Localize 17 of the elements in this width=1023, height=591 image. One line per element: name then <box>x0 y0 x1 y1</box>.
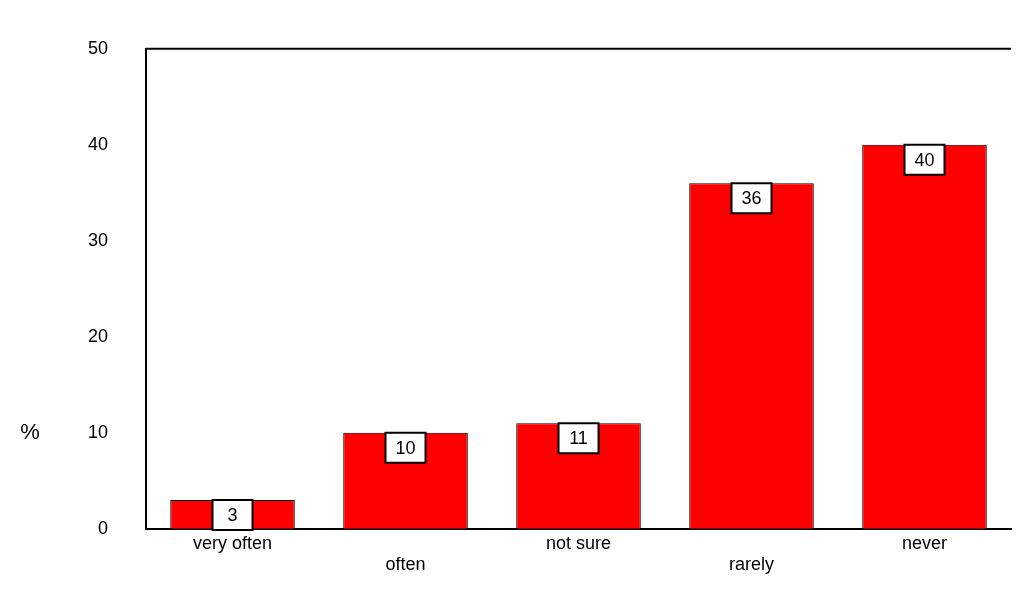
data-label: 3 <box>227 504 238 525</box>
data-label: 11 <box>569 428 588 449</box>
y-tick-label: 10 <box>87 421 109 442</box>
y-tick-label: 50 <box>87 37 109 58</box>
data-label: 10 <box>395 437 416 458</box>
y-axis-title: % <box>20 418 40 444</box>
y-tick-label: 0 <box>98 517 109 538</box>
y-tick-label: 20 <box>87 325 109 346</box>
x-tick-label: rarely <box>729 554 775 575</box>
data-label: 40 <box>914 149 935 170</box>
x-tick-label: not sure <box>545 532 612 553</box>
data-label: 36 <box>741 188 762 209</box>
y-tick-label: 40 <box>87 133 109 154</box>
x-tick-label: never <box>901 532 948 553</box>
x-tick-label: very often <box>193 532 273 553</box>
x-tick-label: often <box>385 554 426 575</box>
y-tick-label: 30 <box>87 229 109 250</box>
